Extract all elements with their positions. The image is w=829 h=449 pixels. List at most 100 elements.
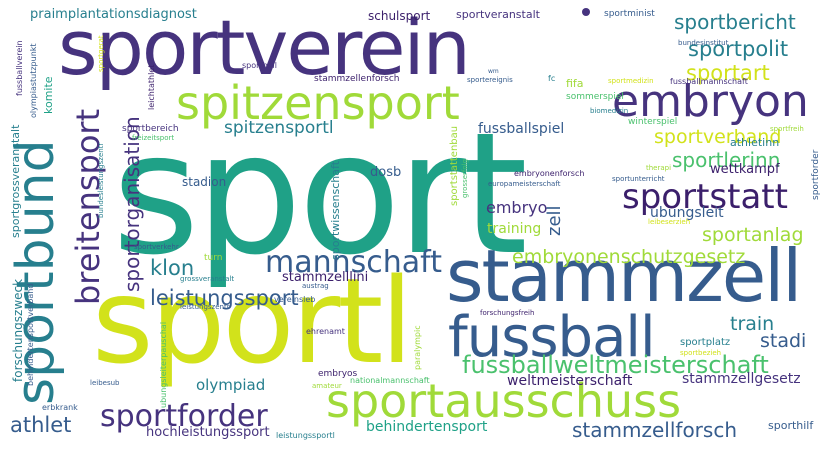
word-bundesleistungszentr: bundesleistungszentr bbox=[97, 142, 105, 218]
word-dot bbox=[582, 8, 590, 16]
word-sportplatz: sportplatz bbox=[680, 337, 731, 348]
word-embryonenschutzgesetz: embryonenschutzgesetz bbox=[512, 246, 746, 268]
word-fifa: fifa bbox=[566, 77, 584, 90]
word-athlet: athlet bbox=[10, 413, 72, 437]
word-dosb: dosb bbox=[370, 165, 402, 180]
word-fussballverein: fussballverein bbox=[15, 40, 24, 96]
word-fussballmannschaft: fussballmannschaft bbox=[670, 77, 748, 86]
word-winterspiel: winterspiel bbox=[628, 117, 678, 127]
word-biomedizin: biomedizin bbox=[590, 107, 629, 115]
word-olympiastutzpunkt: olympiastutzpunkt bbox=[29, 43, 38, 118]
word-grosserfolg: grosserfolg bbox=[461, 158, 469, 198]
word-sommerspiel: sommerspiel bbox=[566, 92, 624, 102]
word-ubungsleit: ubungsleit bbox=[650, 205, 724, 221]
word-sportverkehr: sportverkehr bbox=[134, 243, 179, 251]
word-leistungszentr: leistungszentr bbox=[180, 303, 230, 311]
word-sportstattenbau: sportstattenbau bbox=[449, 125, 460, 206]
word-leistungssportl: leistungssportl bbox=[276, 431, 335, 440]
word-forschungsfreih: forschungsfreih bbox=[480, 309, 535, 317]
word-sportbericht: sportbericht bbox=[674, 10, 796, 34]
word-vereinsleb: vereinsleb bbox=[274, 295, 316, 304]
word-sportanlag: sportanlag bbox=[702, 224, 804, 246]
word-sportveranstalt: sportveranstalt bbox=[456, 8, 540, 21]
word-sporthall: sporthall bbox=[242, 61, 277, 70]
word-forschungszweck: forschungszweck bbox=[11, 278, 25, 382]
word-leibeserzieh: leibeserzieh bbox=[648, 218, 691, 226]
word-praimplantationsdiagnost: praimplantationsdiagnost bbox=[30, 7, 197, 22]
word-train: train bbox=[730, 313, 775, 335]
word-schulsport: schulsport bbox=[368, 9, 431, 23]
word-sportpolit: sportpolit bbox=[688, 37, 789, 61]
word-grossveranstalt: grossveranstalt bbox=[180, 275, 235, 283]
word-komite: komite bbox=[42, 76, 55, 114]
word-behindertensport: behindertensport bbox=[366, 419, 488, 435]
word-wm: wm bbox=[488, 68, 499, 75]
word-stadion: stadion bbox=[182, 175, 227, 189]
word-stammzellgesetz: stammzellgesetz bbox=[682, 371, 801, 387]
word-fussball: fussball bbox=[448, 305, 656, 370]
word-sportwissenschaft: sportwissenschaft bbox=[329, 160, 342, 260]
word-spitzensportl: spitzensportl bbox=[224, 118, 334, 138]
word-sportfreih: sportfreih bbox=[770, 125, 804, 133]
word-leichtathlet: leichtathlet bbox=[147, 64, 156, 110]
word-ehrenamt: ehrenamt bbox=[306, 327, 345, 336]
word-hochleistungssport: hochleistungssport bbox=[146, 425, 270, 440]
word-sportforder-small: sportforder bbox=[811, 149, 821, 200]
word-stammzellforsch: stammzellforsch bbox=[572, 418, 737, 442]
word-mannschaft: mannschaft bbox=[265, 245, 442, 280]
word-wettkampf: wettkampf bbox=[710, 162, 780, 177]
word-europameisterschaft: europameisterschaft bbox=[488, 180, 561, 188]
word-sportstatt: sportstatt bbox=[622, 177, 788, 217]
word-erbkrank: erbkrank bbox=[42, 403, 78, 412]
word-olympiad: olympiad bbox=[196, 376, 266, 394]
word-sportgerat: sportgerat bbox=[97, 35, 105, 72]
word-spitzensport: spitzensport bbox=[176, 76, 460, 130]
word-stammzell: stammzell bbox=[446, 234, 802, 318]
word-training: training bbox=[487, 221, 542, 237]
word-therapi: therapi bbox=[646, 164, 672, 172]
word-sportverein: sportverein bbox=[58, 3, 471, 92]
word-klon: klon bbox=[150, 256, 195, 280]
word-sportgrossveranstalt: sportgrossveranstalt bbox=[9, 124, 22, 238]
word-fussballweltmeisterschaft: fussballweltmeisterschaft bbox=[462, 351, 769, 379]
word-sport: sport bbox=[112, 96, 528, 292]
word-sportausschuss: sportausschuss bbox=[326, 374, 682, 428]
word-stammzellenforsch: stammzellenforsch bbox=[314, 74, 400, 84]
word-leibesub: leibesub bbox=[90, 379, 120, 387]
word-sportminist: sportminist bbox=[604, 9, 655, 19]
word-ubungsleiterpauschal: ubungsleiterpauschal bbox=[159, 321, 168, 408]
word-embryon: embryon bbox=[612, 76, 809, 127]
word-sportmedizin: sportmedizin bbox=[608, 77, 654, 85]
word-freizeitsport: freizeitsport bbox=[132, 134, 175, 142]
word-leistungssport: leistungssport bbox=[150, 286, 299, 310]
word-sportverband: sportverband bbox=[654, 126, 782, 148]
word-austrag: austrag bbox=[302, 282, 329, 290]
word-weltmeisterschaft: weltmeisterschaft bbox=[507, 373, 633, 389]
word-sportereignis: sportereignis bbox=[467, 76, 513, 84]
word-sportforder: sportforder bbox=[100, 399, 268, 434]
word-stammzelllini: stammzelllini bbox=[282, 270, 369, 285]
word-sportbereich: sportbereich bbox=[122, 124, 179, 134]
word-sportart: sportart bbox=[686, 61, 770, 85]
word-zell: zell bbox=[544, 205, 565, 236]
word-athletinn: athletinn bbox=[730, 136, 780, 149]
word-bundesinstitut: bundesinstitut bbox=[678, 39, 729, 47]
word-sportunterricht: sportunterricht bbox=[612, 175, 665, 183]
word-behindertensportverband: behindertensportverband bbox=[26, 283, 35, 386]
word-turn: turn bbox=[204, 253, 223, 263]
word-sportbezieh: sportbezieh bbox=[680, 349, 722, 357]
word-embryo: embryo bbox=[486, 198, 548, 217]
word-fussballspiel: fussballspiel bbox=[478, 121, 565, 137]
word-sportorganisation: sportorganisation bbox=[120, 116, 144, 292]
word-amateur: amateur bbox=[312, 382, 342, 390]
word-nationalmannschaft: nationalmannschaft bbox=[350, 376, 430, 385]
word-sportl: sportl bbox=[92, 252, 413, 390]
word-stadi: stadi bbox=[760, 330, 807, 352]
word-embryos: embryos bbox=[318, 369, 358, 379]
word-sporthilf: sporthilf bbox=[768, 419, 814, 432]
word-embryonenforsch: embryonenforsch bbox=[514, 169, 585, 178]
word-fc: fc bbox=[548, 74, 556, 83]
word-sportlerinn: sportlerinn bbox=[672, 148, 781, 172]
word-paralympic: paralympic bbox=[413, 325, 422, 370]
